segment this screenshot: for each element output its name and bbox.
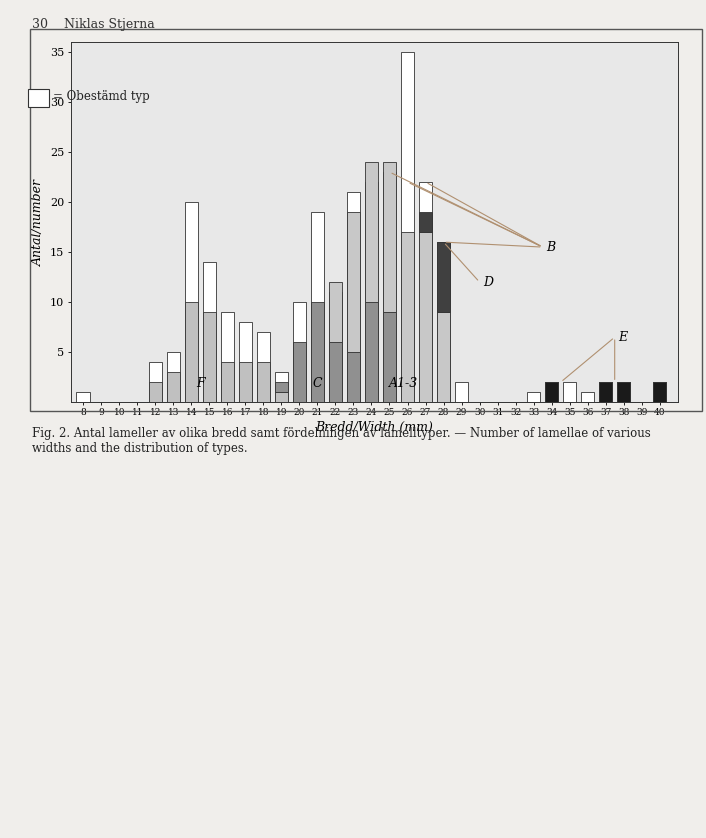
Text: E: E	[618, 331, 628, 344]
Bar	[275, 372, 288, 402]
Bar	[419, 232, 432, 402]
Bar	[365, 162, 378, 303]
Bar	[365, 182, 378, 402]
Bar	[545, 382, 558, 402]
Bar	[383, 162, 396, 313]
Text: B: B	[546, 241, 556, 254]
Bar	[167, 372, 180, 402]
Bar	[203, 262, 216, 402]
Bar	[437, 313, 450, 402]
Text: = Obestämd typ: = Obestämd typ	[53, 90, 150, 103]
Bar	[437, 242, 450, 402]
Bar	[220, 362, 234, 402]
Bar	[383, 172, 396, 402]
Bar	[293, 303, 306, 402]
Bar	[203, 313, 216, 402]
Bar	[329, 342, 342, 402]
Text: D: D	[483, 276, 493, 288]
Bar	[239, 322, 252, 402]
Bar	[653, 382, 666, 402]
Bar	[653, 382, 666, 402]
Bar	[167, 352, 180, 402]
Bar	[148, 362, 162, 402]
Bar	[347, 352, 360, 402]
Text: A1-3: A1-3	[389, 377, 419, 391]
Bar	[419, 212, 432, 232]
Bar	[599, 382, 612, 402]
Text: Fig. 2. Antal lameller av olika bredd samt fördelningen av lamelltyper. — Number: Fig. 2. Antal lameller av olika bredd sa…	[32, 427, 650, 455]
Bar	[220, 313, 234, 402]
Bar	[437, 242, 450, 313]
Text: 30    Niklas Stjerna: 30 Niklas Stjerna	[32, 18, 155, 32]
Bar	[329, 282, 342, 342]
Bar	[617, 382, 630, 402]
Bar	[455, 382, 468, 402]
Bar	[347, 212, 360, 352]
Bar	[617, 382, 630, 402]
Bar	[256, 362, 270, 402]
Bar	[293, 342, 306, 402]
Bar	[383, 313, 396, 402]
Bar	[239, 362, 252, 402]
Bar	[184, 303, 198, 402]
Bar	[184, 202, 198, 402]
Bar	[275, 392, 288, 402]
Bar	[545, 382, 558, 402]
Bar	[148, 382, 162, 402]
Bar	[365, 303, 378, 402]
Bar	[275, 382, 288, 392]
Text: C: C	[313, 377, 322, 391]
Bar	[76, 392, 90, 402]
Bar	[401, 52, 414, 402]
Bar	[527, 392, 540, 402]
Bar	[419, 182, 432, 402]
Bar	[311, 212, 324, 402]
Bar	[581, 392, 594, 402]
Text: F: F	[196, 377, 205, 391]
Bar	[311, 303, 324, 402]
Bar	[347, 192, 360, 402]
X-axis label: Bredd/Width (mm): Bredd/Width (mm)	[316, 421, 433, 434]
Bar	[563, 382, 576, 402]
Bar	[256, 332, 270, 402]
Bar	[329, 292, 342, 402]
Y-axis label: Antal/number: Antal/number	[32, 178, 44, 266]
Bar	[401, 232, 414, 402]
Bar	[599, 382, 612, 402]
